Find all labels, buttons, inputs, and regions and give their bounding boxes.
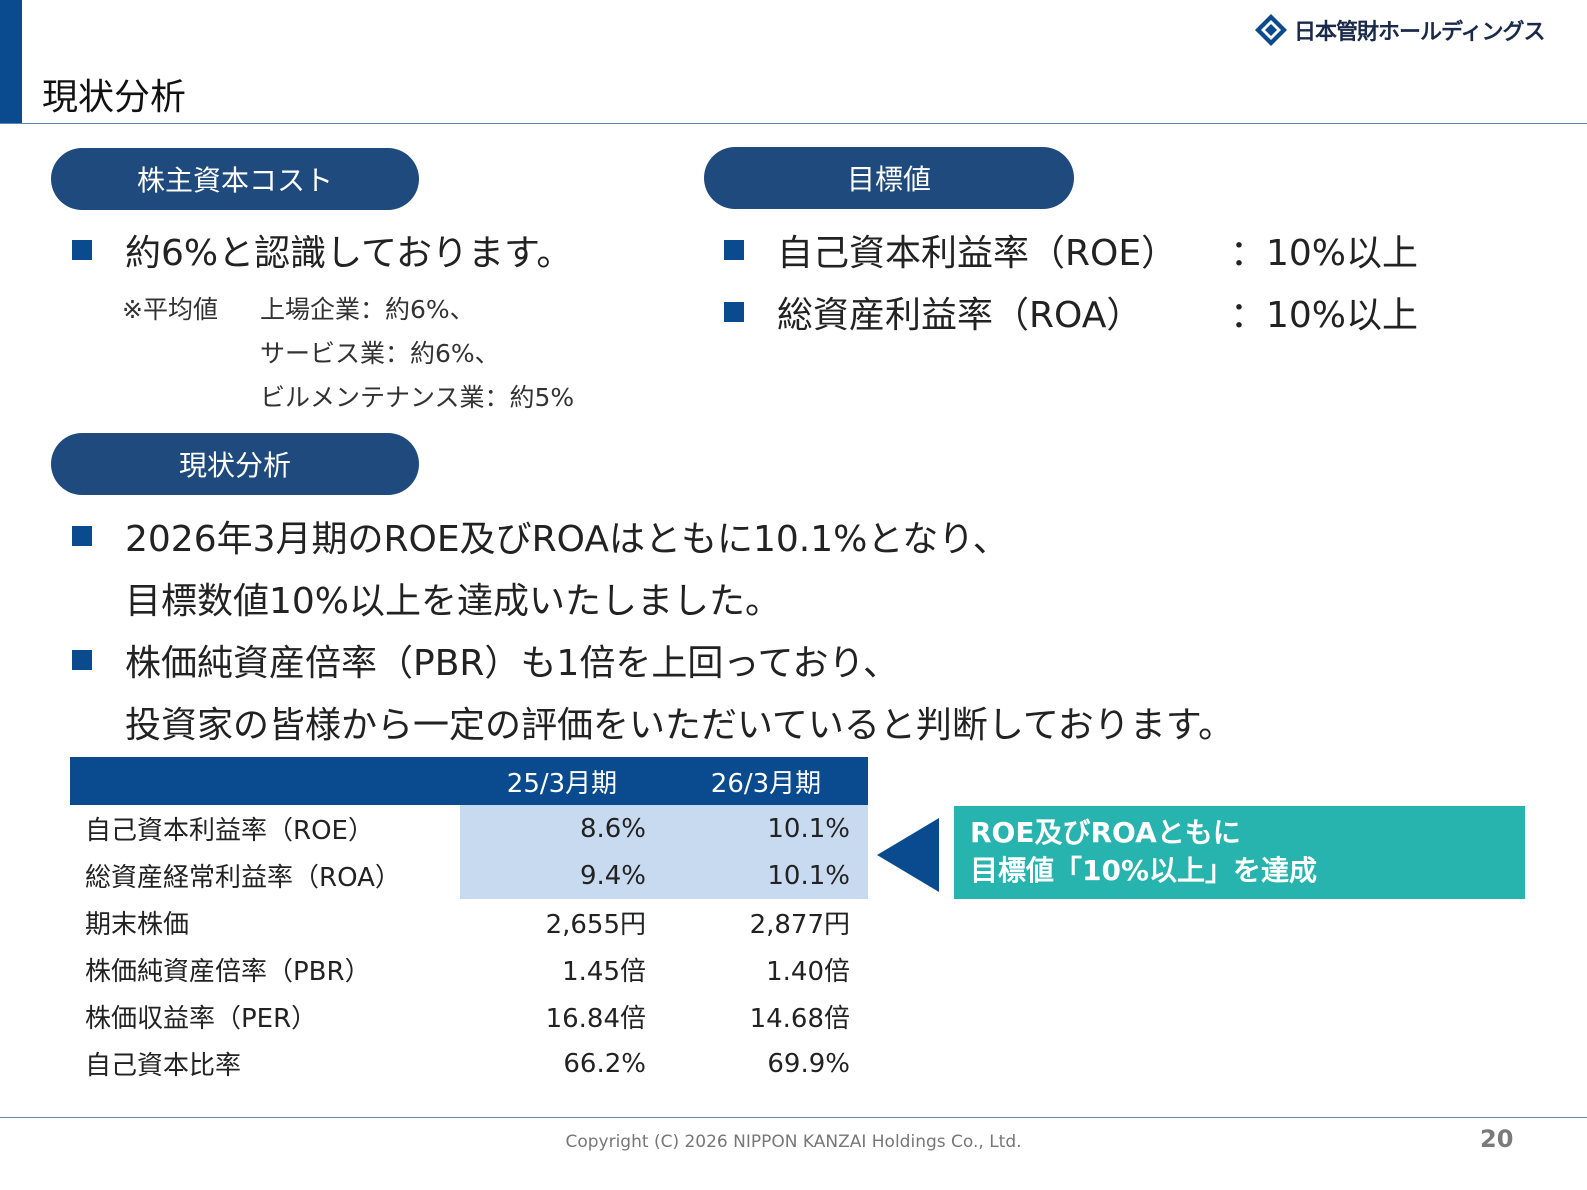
table-row: 株価収益率（PER） 16.84倍 14.68倍 bbox=[70, 993, 868, 1040]
target-item: 総資産利益率（ROA） bbox=[724, 286, 1142, 338]
left-triangle-arrow-icon bbox=[877, 818, 939, 892]
accent-bar bbox=[0, 0, 22, 124]
callout-line: 目標値「10%以上」を達成 bbox=[970, 854, 1318, 887]
square-bullet-icon bbox=[72, 526, 92, 546]
financial-table: 25/3月期 26/3月期 自己資本利益率（ROE） 8.6% 10.1% 総資… bbox=[70, 757, 868, 1087]
table-header-row: 25/3月期 26/3月期 bbox=[70, 757, 868, 805]
table-row: 自己資本利益率（ROE） 8.6% 10.1% bbox=[70, 805, 868, 852]
table-row: 自己資本比率 66.2% 69.9% bbox=[70, 1040, 868, 1087]
callout-line: ROE及びROAともに bbox=[970, 816, 1241, 849]
footer-divider bbox=[0, 1117, 1587, 1118]
analysis-bullet: 2026年3月期のROE及びROAはともに10.1%となり、 bbox=[72, 510, 1009, 562]
square-bullet-icon bbox=[72, 650, 92, 670]
row-value: 1.40倍 bbox=[766, 957, 850, 987]
page-title: 現状分析 bbox=[42, 77, 187, 118]
achievement-callout: ROE及びROAともに 目標値「10%以上」を達成 bbox=[954, 806, 1525, 899]
square-bullet-icon bbox=[724, 302, 744, 322]
note-line: ビルメンテナンス業：約5% bbox=[260, 383, 575, 412]
table-header-cell: 25/3月期 bbox=[460, 757, 664, 805]
target-section-pill: 目標値 bbox=[704, 147, 1074, 209]
note-line: サービス業：約6%、 bbox=[260, 339, 500, 368]
row-value: 14.68倍 bbox=[749, 1004, 850, 1034]
row-label: 総資産経常利益率（ROA） bbox=[85, 863, 401, 893]
cost-section-pill: 株主資本コスト bbox=[51, 148, 419, 210]
row-label: 自己資本利益率（ROE） bbox=[85, 816, 374, 846]
table-row: 総資産経常利益率（ROA） 9.4% 10.1% bbox=[70, 852, 868, 899]
table-row: 期末株価 2,655円 2,877円 bbox=[70, 899, 868, 946]
target-label: 自己資本利益率（ROE） bbox=[777, 233, 1178, 274]
target-item: 自己資本利益率（ROE） bbox=[724, 224, 1177, 276]
row-label: 自己資本比率 bbox=[85, 1051, 242, 1081]
diamond-logo-icon bbox=[1255, 14, 1287, 46]
analysis-section-pill: 現状分析 bbox=[51, 433, 419, 495]
row-value: 9.4% bbox=[460, 852, 664, 899]
note-prefix: ※平均値 bbox=[122, 295, 218, 324]
target-value: ：10%以上 bbox=[1230, 295, 1419, 336]
analysis-bullet-line1: 株価純資産倍率（PBR）も1倍を上回っており、 bbox=[125, 643, 900, 684]
cost-bullet-text: 約6%と認識しております。 bbox=[125, 233, 573, 274]
row-label: 期末株価 bbox=[85, 910, 190, 940]
logo-text: 日本管財ホールディングス bbox=[1294, 20, 1545, 45]
square-bullet-icon bbox=[724, 240, 744, 260]
title-divider bbox=[0, 123, 1587, 124]
target-label: 総資産利益率（ROA） bbox=[777, 295, 1143, 336]
table-row: 株価純資産倍率（PBR） 1.45倍 1.40倍 bbox=[70, 946, 868, 993]
analysis-bullet-line2: 投資家の皆様から一定の評価をいただいていると判断しております。 bbox=[125, 705, 1235, 746]
row-label: 株価純資産倍率（PBR） bbox=[85, 957, 371, 987]
row-value: 2,877円 bbox=[749, 910, 850, 940]
row-value: 2,655円 bbox=[545, 910, 646, 940]
analysis-bullet-line1: 2026年3月期のROE及びROAはともに10.1%となり、 bbox=[125, 519, 1009, 560]
row-value: 1.45倍 bbox=[562, 957, 646, 987]
row-value: 69.9% bbox=[767, 1048, 850, 1079]
page-number: 20 bbox=[1480, 1125, 1514, 1153]
company-logo: 日本管財ホールディングス bbox=[1254, 13, 1545, 47]
table-header-cell: 26/3月期 bbox=[664, 757, 868, 805]
note-line: 上場企業：約6%、 bbox=[260, 295, 475, 324]
square-bullet-icon bbox=[72, 240, 92, 260]
analysis-bullet-line2: 目標数値10%以上を達成いたしました。 bbox=[125, 581, 782, 622]
target-value: ：10%以上 bbox=[1230, 233, 1419, 274]
analysis-bullet: 株価純資産倍率（PBR）も1倍を上回っており、 bbox=[72, 634, 899, 686]
row-value: 8.6% bbox=[460, 805, 664, 852]
copyright-text: Copyright (C) 2026 NIPPON KANZAI Holding… bbox=[565, 1132, 1022, 1152]
row-value: 66.2% bbox=[563, 1048, 646, 1079]
row-value: 16.84倍 bbox=[545, 1004, 646, 1034]
table-header-cell bbox=[70, 757, 460, 805]
row-value: 10.1% bbox=[664, 805, 868, 852]
row-value: 10.1% bbox=[664, 852, 868, 899]
cost-bullet: 約6%と認識しております。 bbox=[72, 224, 572, 276]
row-label: 株価収益率（PER） bbox=[85, 1004, 318, 1034]
